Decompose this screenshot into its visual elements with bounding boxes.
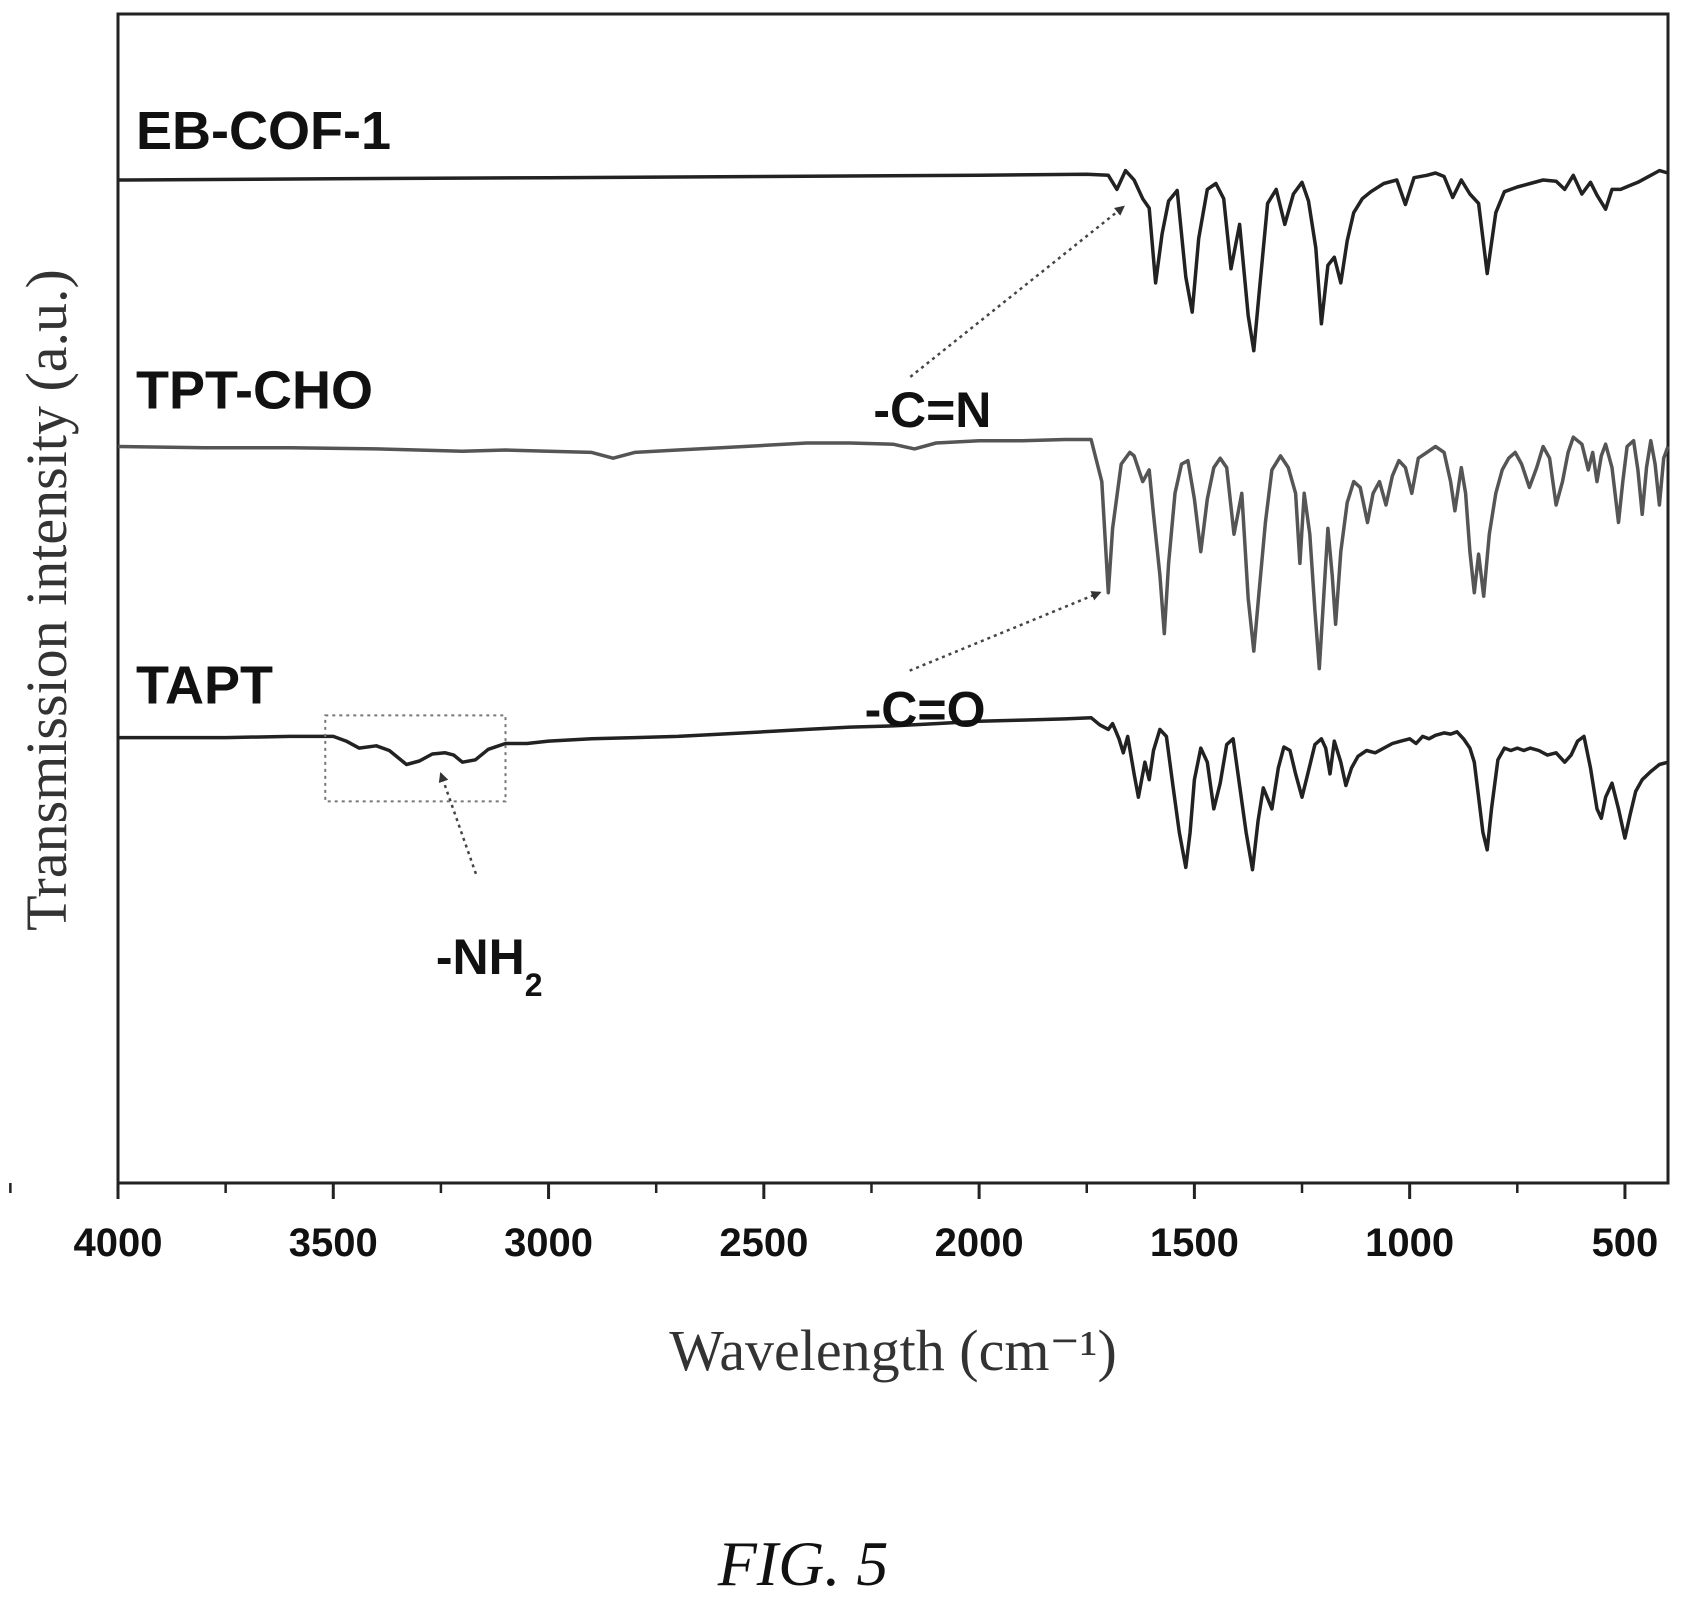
annotation-text-2: -C=O [865,682,986,738]
series-line-eb-cof-1 [117,168,1669,353]
x-tick-label-2000: 2000 [935,1221,1024,1265]
x-axis-title: Wavelength (cm⁻¹) [669,1318,1117,1383]
annotation-arrow-1 [909,205,1125,378]
spectra [117,168,1670,872]
x-tick-label-1000: 1000 [1365,1221,1454,1265]
annotation-label-2: -C=O [865,682,986,738]
x-tick-label-3000: 3000 [504,1221,593,1265]
x-tick-label-4000: 4000 [74,1221,163,1265]
annotation-label-1: -C=N [873,382,991,438]
annotation-label-3: -NH2 [436,929,543,1003]
x-tick-label-1500: 1500 [1150,1221,1239,1265]
series-labels: EB-COF-1 TPT-CHO TAPT [136,101,391,716]
annotation-arrow-2 [909,591,1102,672]
x-axis-tick-labels: 4000 3500 3000 2500 2000 1500 1000 500 [74,1221,1659,1265]
x-tick-label-3500: 3500 [289,1221,378,1265]
figure-caption: FIG. 5 [717,1528,889,1599]
x-tick-label-500: 500 [1592,1221,1659,1265]
series-label-tapt: TAPT [136,656,273,716]
annotation-text-3: -NH [436,929,525,985]
x-tick-label-2500: 2500 [719,1221,808,1265]
series-line-tapt [118,715,1669,872]
annotation-arrow-3 [438,771,478,875]
annotation-subscript-3: 2 [525,967,543,1003]
series-label-tpt-cho: TPT-CHO [136,361,373,421]
x-axis-ticks [9,1183,1627,1199]
peak-annotations: -C=N -C=O -NH2 [324,205,1125,1003]
annotation-text-1: -C=N [873,382,991,438]
y-axis-title: Transmission intensity (a.u.) [14,269,79,931]
series-label-eb-cof-1: EB-COF-1 [136,101,391,161]
plot-frame [116,12,1670,1185]
series-line-tpt-cho [117,435,1670,671]
